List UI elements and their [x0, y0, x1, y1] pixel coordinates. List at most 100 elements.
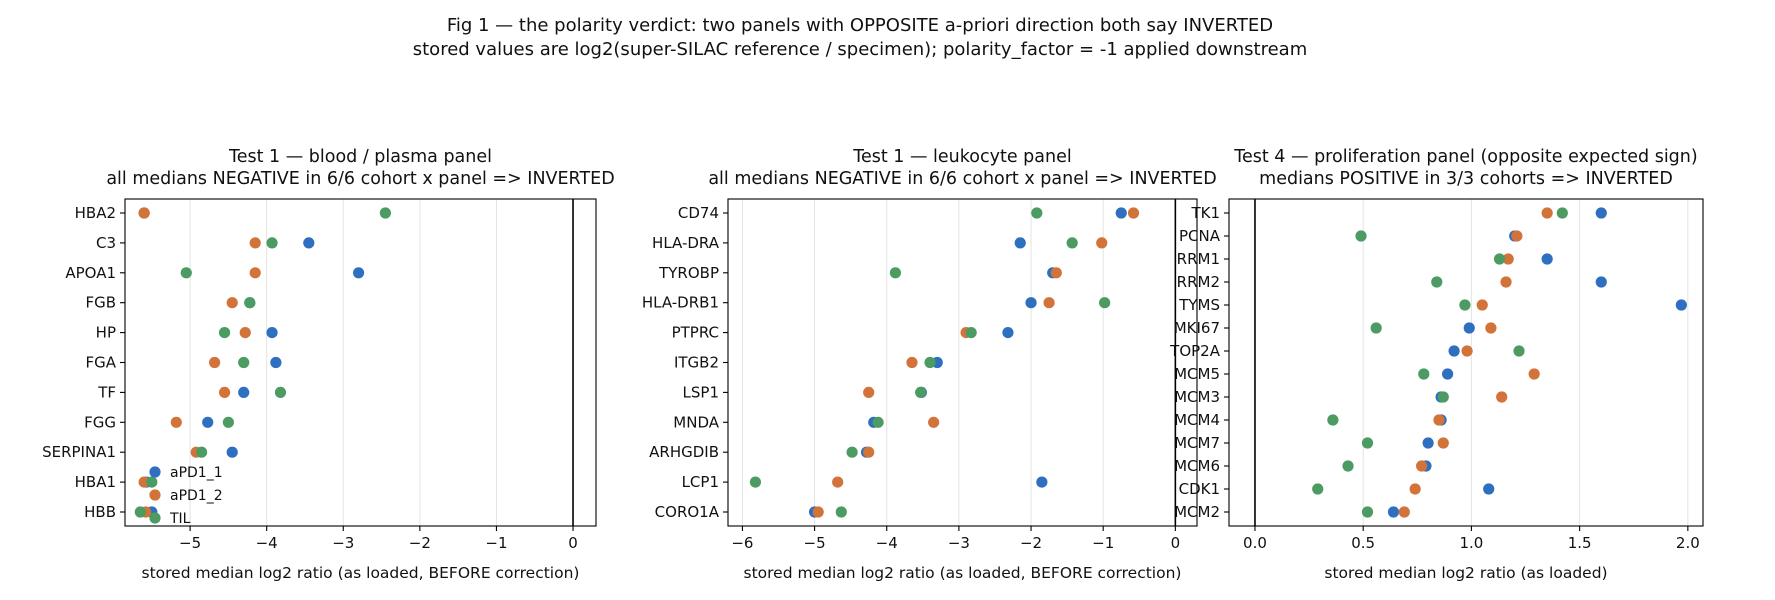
- y-tick-label: LCP1: [682, 473, 719, 491]
- y-tick-label: TYMS: [1178, 296, 1220, 314]
- point-aPD1_2-TF: [218, 386, 231, 398]
- y-tick-label: TOP2A: [1169, 342, 1221, 360]
- point-TIL-LSP1: [915, 386, 927, 398]
- point-aPD1_1-LCP1: [1036, 476, 1048, 488]
- point-TIL-MCM4: [1327, 414, 1339, 426]
- point-TIL-TYMS: [1459, 299, 1471, 311]
- point-TIL-RRM2: [1431, 276, 1443, 288]
- x-tick-label: 0.5: [1351, 534, 1375, 552]
- axes-frame: [124, 198, 597, 527]
- panel-title-line1: Test 1 — blood / plasma panel: [228, 147, 492, 167]
- y-tick-label: ARHGDIB: [649, 443, 719, 461]
- point-TIL-HBA2: [379, 207, 391, 219]
- y-tick-label: HLA-DRB1: [642, 294, 719, 312]
- y-tick-label: FGA: [85, 354, 116, 372]
- point-TIL-ARHGDIB: [846, 446, 858, 458]
- point-TIL-TYROBP: [889, 267, 901, 279]
- point-aPD1_1-CD74: [1115, 207, 1127, 219]
- y-tick-label: SERPINA1: [42, 443, 116, 461]
- legend-marker-TIL: [149, 512, 161, 524]
- point-TIL-CORO1A: [835, 506, 847, 518]
- x-tick-label: 1.5: [1568, 534, 1592, 552]
- point-aPD1_1-APOA1: [352, 267, 365, 279]
- point-TIL-HLA-DRB1: [1099, 297, 1111, 309]
- point-TIL-MNDA: [872, 416, 884, 428]
- y-tick-label: MCM6: [1174, 457, 1220, 475]
- point-TIL-MCM2: [1361, 506, 1374, 518]
- y-tick-label: MCM5: [1174, 365, 1220, 383]
- x-tick-label: 0.0: [1243, 534, 1267, 552]
- legend-label-TIL: TIL: [169, 511, 191, 527]
- y-tick-label: MCM2: [1174, 503, 1220, 521]
- panel-title-line1: Test 4 — proliferation panel (opposite e…: [1233, 147, 1697, 167]
- y-tick-label: HBA2: [75, 204, 116, 222]
- point-aPD1_2-C3: [249, 237, 261, 249]
- x-tick-label: −4: [256, 534, 278, 552]
- axes-frame: [1228, 198, 1704, 527]
- figure-title-line1: Fig 1 — the polarity verdict: two panels…: [447, 15, 1273, 36]
- point-aPD1_1-TYMS: [1675, 299, 1687, 311]
- x-tick-label: −3: [332, 534, 354, 552]
- point-TIL-MCM7: [1361, 437, 1374, 449]
- y-tick-label: CDK1: [1179, 480, 1220, 498]
- point-aPD1_2-ARHGDIB: [863, 446, 875, 458]
- point-aPD1_2-RRM1: [1502, 253, 1514, 265]
- point-aPD1_2-TK1: [1541, 207, 1553, 219]
- point-aPD1_1-MCM5: [1442, 368, 1454, 380]
- point-aPD1_2-MCM6: [1416, 460, 1428, 472]
- x-tick-label: −6: [731, 534, 753, 552]
- y-tick-label: TF: [97, 383, 116, 401]
- x-tick-label: 0: [568, 534, 578, 552]
- x-tick-label: −3: [948, 534, 970, 552]
- legend-label-aPD1_2: aPD1_2: [170, 488, 223, 504]
- y-tick-label: C3: [96, 234, 116, 252]
- point-aPD1_1-PTPRC: [1002, 327, 1014, 339]
- y-tick-label: MCM4: [1174, 411, 1220, 429]
- x-tick-label: −1: [1092, 534, 1114, 552]
- point-aPD1_2-APOA1: [249, 267, 261, 279]
- point-aPD1_2-CORO1A: [812, 506, 824, 518]
- y-tick-label: APOA1: [65, 264, 116, 282]
- point-aPD1_1-TF: [238, 386, 250, 398]
- point-aPD1_1-FGA: [270, 356, 282, 369]
- point-TIL-TK1: [1556, 207, 1568, 219]
- point-aPD1_2-HLA-DRA: [1096, 237, 1108, 249]
- point-TIL-MCM6: [1342, 460, 1354, 472]
- point-TIL-CD74: [1031, 207, 1043, 219]
- point-TIL-PCNA: [1355, 230, 1367, 242]
- x-axis-label: stored median log2 ratio (as loaded, BEF…: [744, 564, 1182, 582]
- y-tick-label: FGB: [85, 294, 116, 312]
- point-aPD1_2-LSP1: [863, 386, 875, 398]
- point-TIL-HLA-DRA: [1066, 237, 1078, 249]
- y-tick-label: PCNA: [1179, 227, 1221, 245]
- panel-title-line2: medians POSITIVE in 3/3 cohorts => INVER…: [1259, 169, 1673, 189]
- point-TIL-TOP2A: [1513, 345, 1525, 357]
- axes-frame: [727, 198, 1198, 527]
- point-aPD1_2-HBA2: [138, 207, 150, 219]
- point-TIL-MCM3: [1437, 391, 1449, 403]
- point-TIL-FGG: [222, 416, 234, 428]
- y-tick-label: HBB: [84, 503, 116, 521]
- point-aPD1_2-MCM7: [1437, 437, 1449, 449]
- x-tick-label: −4: [876, 534, 898, 552]
- point-aPD1_2-CDK1: [1409, 483, 1421, 495]
- panel-title-line2: all medians NEGATIVE in 6/6 cohort x pan…: [708, 169, 1216, 189]
- x-tick-label: −2: [409, 534, 431, 552]
- point-TIL-SERPINA1: [195, 446, 208, 458]
- x-tick-label: −5: [804, 534, 826, 552]
- point-aPD1_2-FGG: [170, 416, 182, 428]
- y-tick-label: ITGB2: [674, 354, 719, 372]
- x-axis-label: stored median log2 ratio (as loaded, BEF…: [142, 564, 580, 582]
- point-TIL-HBB: [134, 506, 146, 518]
- panel-title-line1: Test 1 — leukocyte panel: [852, 147, 1071, 167]
- x-tick-label: −2: [1020, 534, 1042, 552]
- legend-label-aPD1_1: aPD1_1: [170, 465, 223, 481]
- point-aPD1_2-PCNA: [1511, 230, 1523, 242]
- y-tick-label: MKI67: [1174, 319, 1220, 337]
- point-TIL-FGA: [238, 356, 250, 369]
- point-aPD1_1-MCM2: [1387, 506, 1400, 518]
- point-aPD1_2-MCM3: [1496, 391, 1508, 403]
- point-aPD1_1-HP: [266, 327, 278, 339]
